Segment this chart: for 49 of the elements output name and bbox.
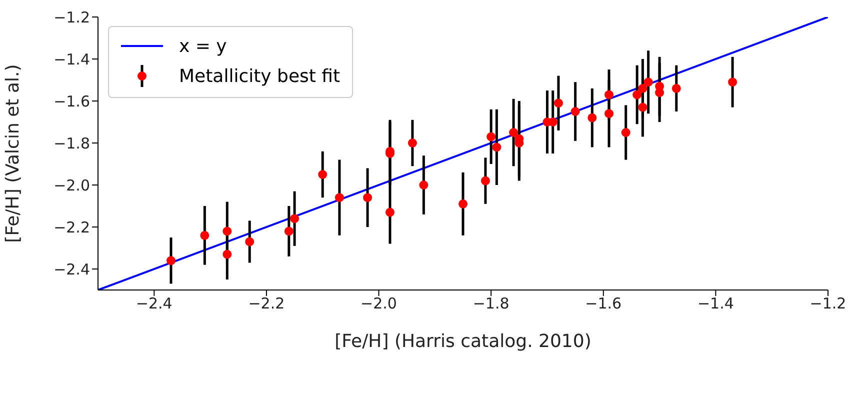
point bbox=[588, 113, 597, 122]
point bbox=[222, 226, 232, 236]
point bbox=[486, 132, 496, 142]
x-tick-label: −1.2 bbox=[810, 294, 846, 313]
y-axis-title: [Fe/H] (Valcin et al.) bbox=[2, 64, 24, 243]
x-tick-label: −2.4 bbox=[136, 294, 172, 313]
point bbox=[672, 84, 681, 93]
point bbox=[284, 226, 294, 236]
point bbox=[638, 102, 648, 112]
point bbox=[728, 78, 738, 87]
y-tick-label: −1.4 bbox=[54, 50, 90, 68]
point bbox=[386, 208, 394, 217]
point bbox=[200, 230, 210, 240]
point bbox=[480, 176, 490, 186]
x-tick-label: −1.8 bbox=[472, 294, 510, 313]
y-tick-label: −2.0 bbox=[54, 176, 90, 194]
point bbox=[419, 180, 428, 190]
legend-label: Metallicity best fit bbox=[179, 66, 340, 86]
legend-label: x = y bbox=[179, 36, 227, 56]
point bbox=[509, 128, 518, 137]
point bbox=[334, 193, 344, 202]
point bbox=[554, 98, 563, 108]
y-tick-label: −2.2 bbox=[54, 218, 90, 236]
point bbox=[604, 109, 614, 118]
point bbox=[318, 170, 328, 179]
x-axis-title: [Fe/H] (Harris catalog. 2010) bbox=[334, 331, 592, 352]
y-tick-label: −1.6 bbox=[54, 92, 90, 110]
x-tick-label: −2.0 bbox=[360, 294, 397, 313]
y-tick-label: −2.4 bbox=[54, 260, 90, 278]
point bbox=[245, 237, 254, 246]
point bbox=[621, 128, 630, 137]
point bbox=[363, 193, 372, 202]
point bbox=[458, 199, 468, 208]
x-tick-label: −1.6 bbox=[585, 294, 622, 313]
x-tick-label: −2.2 bbox=[248, 294, 285, 313]
point bbox=[604, 90, 614, 100]
point bbox=[222, 250, 232, 259]
point bbox=[570, 107, 580, 116]
point bbox=[655, 88, 664, 98]
point bbox=[644, 78, 653, 87]
point bbox=[632, 90, 642, 100]
y-tick-label: −1.2 bbox=[54, 8, 90, 26]
point bbox=[408, 138, 417, 148]
point bbox=[290, 214, 300, 224]
y-tick-label: −1.8 bbox=[54, 134, 90, 152]
point bbox=[638, 84, 648, 93]
point bbox=[166, 256, 176, 266]
point bbox=[492, 142, 502, 152]
x-tick-label: −1.4 bbox=[697, 294, 734, 313]
